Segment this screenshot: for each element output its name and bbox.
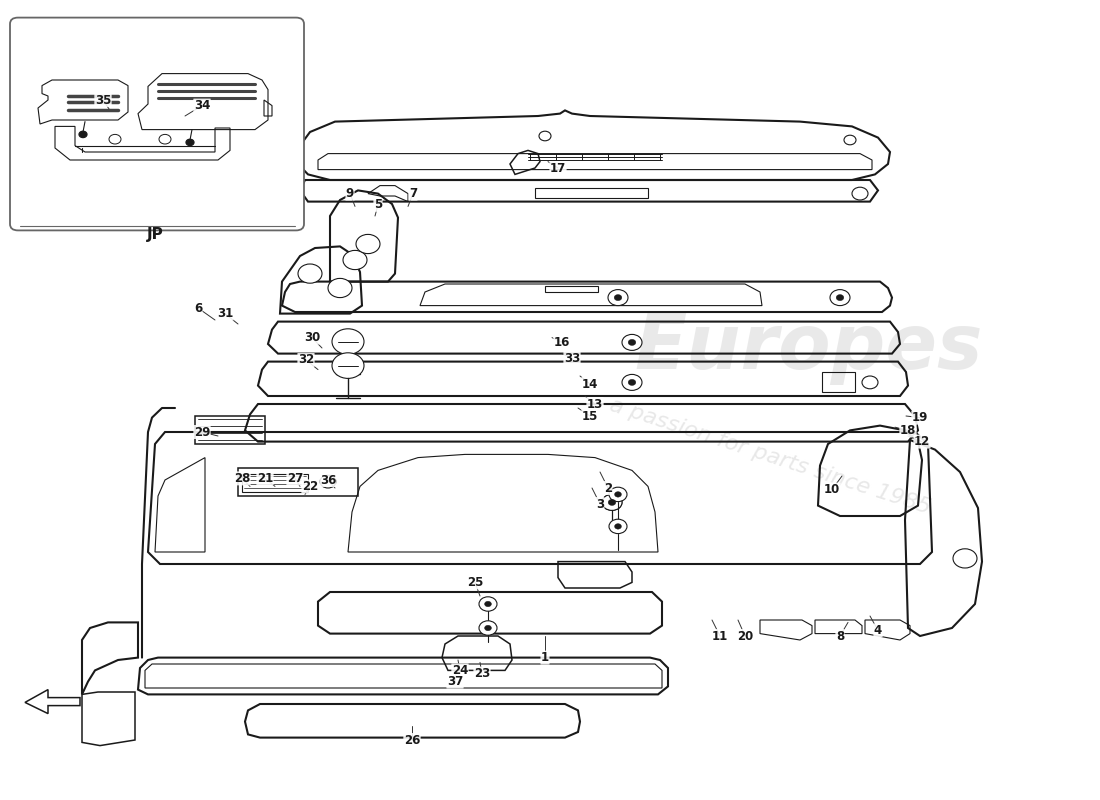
Text: 16: 16 xyxy=(553,336,570,349)
Text: 33: 33 xyxy=(564,352,580,365)
Text: 32: 32 xyxy=(298,354,315,366)
Text: 1: 1 xyxy=(541,651,549,664)
Circle shape xyxy=(836,294,844,301)
Circle shape xyxy=(615,492,622,497)
Text: 2: 2 xyxy=(604,482,612,494)
Text: 7: 7 xyxy=(409,187,417,200)
Circle shape xyxy=(478,621,497,635)
Circle shape xyxy=(186,139,194,146)
Circle shape xyxy=(332,329,364,354)
Circle shape xyxy=(343,250,367,270)
Text: 8: 8 xyxy=(836,630,844,642)
Text: 37: 37 xyxy=(447,675,463,688)
Text: 23: 23 xyxy=(474,667,491,680)
Circle shape xyxy=(609,487,627,502)
Circle shape xyxy=(621,374,642,390)
Text: 27: 27 xyxy=(287,472,304,485)
Text: 25: 25 xyxy=(466,576,483,589)
Circle shape xyxy=(602,494,621,510)
Text: 13: 13 xyxy=(587,398,603,410)
Text: 9: 9 xyxy=(345,187,354,200)
Text: 26: 26 xyxy=(404,734,420,746)
Text: 12: 12 xyxy=(914,435,931,448)
Text: JP: JP xyxy=(146,227,164,242)
Circle shape xyxy=(485,602,492,606)
Circle shape xyxy=(539,131,551,141)
Circle shape xyxy=(628,379,636,386)
Circle shape xyxy=(298,264,322,283)
Circle shape xyxy=(332,353,364,378)
Text: 34: 34 xyxy=(194,99,210,112)
Circle shape xyxy=(602,494,621,510)
Circle shape xyxy=(852,187,868,200)
Text: 29: 29 xyxy=(194,426,210,438)
Text: 21: 21 xyxy=(257,472,273,485)
Circle shape xyxy=(608,290,628,306)
Text: 20: 20 xyxy=(737,630,754,642)
Circle shape xyxy=(615,524,622,529)
Polygon shape xyxy=(25,690,80,714)
Text: a passion for parts since 1985: a passion for parts since 1985 xyxy=(607,394,933,518)
Text: 14: 14 xyxy=(582,378,598,390)
Text: 17: 17 xyxy=(550,162,566,174)
Text: 24: 24 xyxy=(452,664,469,677)
Text: 36: 36 xyxy=(320,474,337,486)
Text: 5: 5 xyxy=(374,198,382,211)
Text: 6: 6 xyxy=(194,302,202,314)
Text: Europes: Europes xyxy=(635,311,982,385)
FancyBboxPatch shape xyxy=(10,18,304,230)
Circle shape xyxy=(614,294,622,301)
Circle shape xyxy=(160,134,170,144)
Circle shape xyxy=(621,334,642,350)
Text: 28: 28 xyxy=(234,472,250,485)
Circle shape xyxy=(79,131,87,138)
Circle shape xyxy=(608,499,616,506)
Circle shape xyxy=(320,475,336,488)
Circle shape xyxy=(356,234,380,254)
Text: 11: 11 xyxy=(712,630,728,642)
Text: 4: 4 xyxy=(873,624,882,637)
Circle shape xyxy=(953,549,977,568)
Text: 31: 31 xyxy=(217,307,233,320)
Circle shape xyxy=(628,339,636,346)
Circle shape xyxy=(830,290,850,306)
Text: 22: 22 xyxy=(301,480,318,493)
Text: 3: 3 xyxy=(596,498,604,510)
Circle shape xyxy=(862,376,878,389)
Circle shape xyxy=(478,597,497,611)
Text: 10: 10 xyxy=(824,483,840,496)
Text: 30: 30 xyxy=(304,331,320,344)
Circle shape xyxy=(109,134,121,144)
Text: 15: 15 xyxy=(582,410,598,422)
Text: 35: 35 xyxy=(95,94,111,106)
Text: 19: 19 xyxy=(912,411,928,424)
Circle shape xyxy=(844,135,856,145)
Circle shape xyxy=(609,519,627,534)
Circle shape xyxy=(328,278,352,298)
Circle shape xyxy=(485,626,492,630)
Text: 18: 18 xyxy=(900,424,916,437)
